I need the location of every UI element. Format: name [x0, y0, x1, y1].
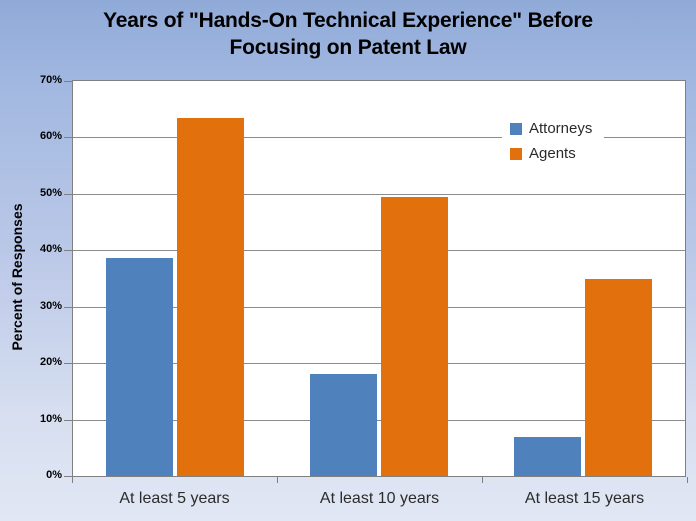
bar-attorneys: [106, 257, 173, 476]
legend-swatch-agents: [510, 147, 522, 160]
x-category-label: At least 5 years: [119, 490, 230, 507]
chart-title-line1: Years of "Hands-On Technical Experience"…: [103, 9, 593, 32]
chart-title-line2: Focusing on Patent Law: [229, 36, 467, 59]
legend-label: Agents: [529, 145, 576, 162]
gridline: [73, 250, 685, 252]
y-tick-mark: [64, 363, 72, 365]
x-category-label: At least 15 years: [524, 490, 645, 507]
y-tick-mark: [64, 306, 72, 308]
y-tick-label: 20%: [39, 356, 62, 369]
legend-item: Agents: [510, 141, 604, 166]
y-axis-title: Percent of Responses: [9, 203, 25, 351]
y-tick-label: 10%: [39, 412, 62, 425]
x-tick-mark: [482, 477, 483, 483]
legend-item: Attorneys: [510, 116, 604, 141]
bar-agents: [176, 117, 244, 476]
y-tick-mark: [64, 419, 72, 421]
legend: Attorneys Agents: [502, 109, 604, 170]
gridline: [73, 419, 685, 421]
legend-label: Attorneys: [529, 120, 593, 137]
bar-agents: [380, 196, 448, 476]
y-tick-label: 50%: [39, 186, 62, 199]
y-tick-label: 70%: [39, 74, 62, 86]
y-tick-label: 0%: [46, 469, 62, 481]
y-tick-mark: [64, 250, 72, 252]
x-tick-mark: [277, 477, 278, 483]
y-tick-mark: [64, 81, 72, 82]
legend-swatch-attorneys: [510, 122, 522, 135]
y-tick-label: 40%: [39, 243, 62, 256]
bar-attorneys: [514, 436, 581, 476]
y-tick-mark: [64, 193, 72, 195]
chart-title: Years of "Hands-On Technical Experience"…: [0, 7, 696, 61]
gridline: [73, 363, 685, 365]
x-category-label: At least 10 years: [319, 490, 440, 507]
x-tick-mark: [687, 477, 688, 483]
y-tick-mark: [64, 476, 72, 477]
bar-agents: [584, 278, 652, 476]
gridline: [73, 193, 685, 195]
gridline: [73, 137, 685, 139]
y-tick-label: 30%: [39, 299, 62, 312]
y-tick-mark: [64, 137, 72, 139]
y-tick-label: 60%: [39, 130, 62, 143]
gridline: [73, 306, 685, 308]
x-tick-mark: [72, 477, 73, 483]
bar-attorneys: [310, 374, 377, 476]
